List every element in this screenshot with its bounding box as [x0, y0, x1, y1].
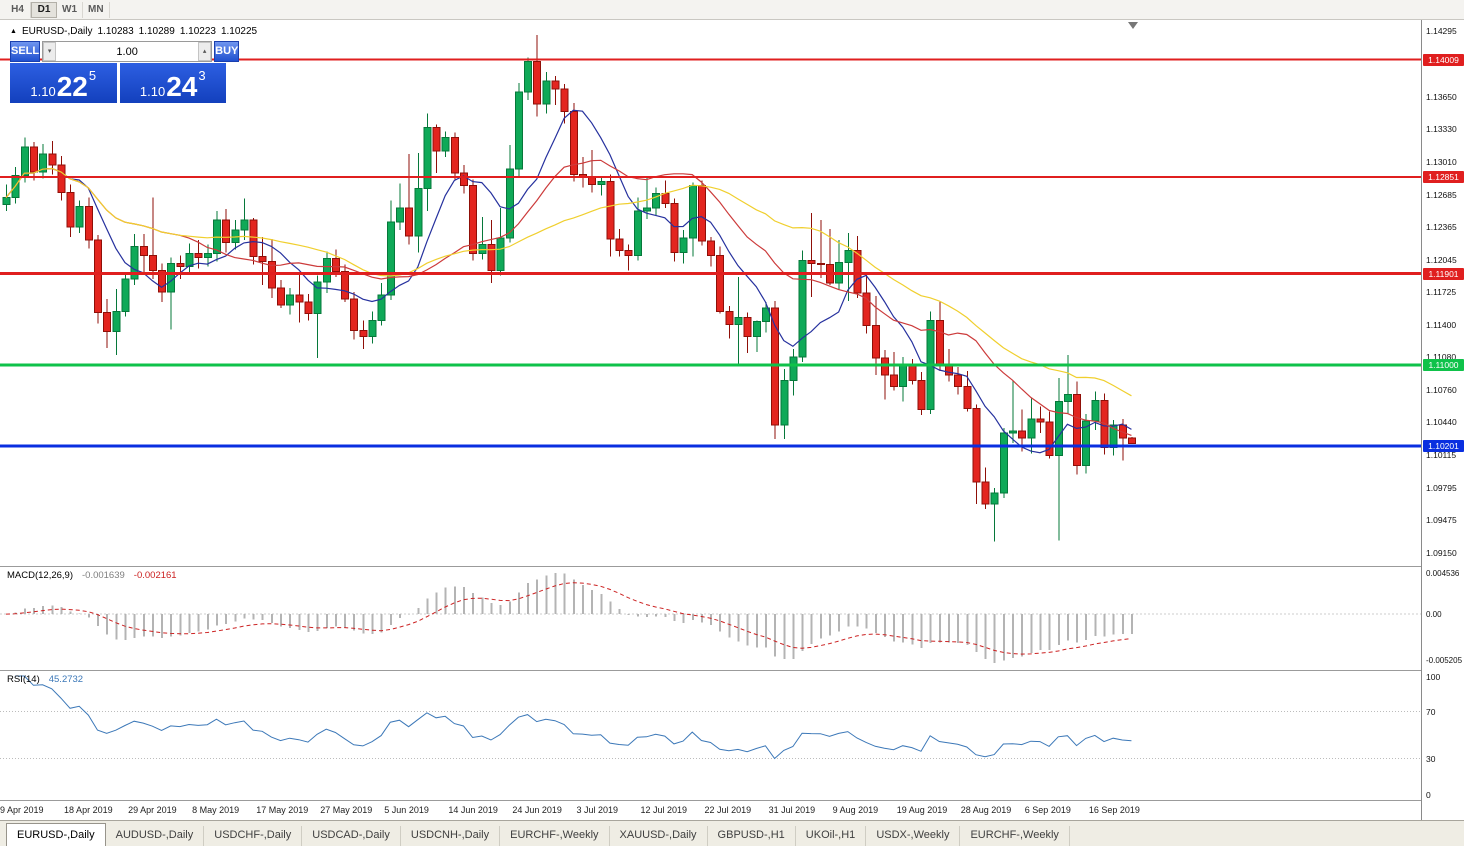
sell-button[interactable]: SELL — [10, 41, 41, 62]
collapse-trading-panel-icon[interactable]: ▲ — [10, 27, 17, 35]
rsi-axis-label: 70 — [1426, 706, 1436, 717]
chart-tab-usdchf-daily[interactable]: USDCHF-,Daily — [204, 826, 303, 846]
chart-tab-usdcad-daily[interactable]: USDCAD-,Daily — [302, 826, 401, 846]
chart-tab-eurchf-weekly[interactable]: EURCHF-,Weekly — [960, 826, 1070, 846]
date-axis-label: 3 Jul 2019 — [576, 805, 618, 815]
price-axis-label: 1.12365 — [1426, 222, 1457, 233]
volume-increase-button[interactable]: ▴ — [198, 42, 212, 61]
sell-price-sup: 5 — [88, 68, 97, 83]
volume-control: ▾ ▴ — [42, 41, 213, 62]
macd-axis-label: 0.00 — [1426, 610, 1442, 620]
price-axis-label: 1.13650 — [1426, 91, 1457, 102]
macd-indicator-label: MACD(12,26,9) -0.001639 -0.002161 — [7, 570, 177, 581]
chart-ohlc-title: ▲ EURUSD-,Daily 1.10283 1.10289 1.10223 … — [10, 26, 257, 37]
price-axis-label: 1.13010 — [1426, 156, 1457, 167]
price-axis-label: 1.09475 — [1426, 515, 1457, 526]
ohlc-close: 1.10225 — [220, 26, 258, 37]
price-axis-label: 1.14295 — [1426, 26, 1457, 37]
date-axis-label: 8 May 2019 — [192, 805, 240, 815]
chart-tab-usdx-weekly[interactable]: USDX-,Weekly — [866, 826, 961, 846]
price-axis-label: 1.11725 — [1426, 286, 1457, 297]
buy-price-prefix: 1.10 — [139, 84, 166, 100]
rsi-indicator-label: RSI(14) 45.2732 — [7, 674, 83, 685]
ohlc-low: 1.10223 — [179, 26, 216, 37]
timeframe-button-mn[interactable]: MN — [83, 1, 110, 18]
macd-axis-label: -0.005205 — [1426, 656, 1463, 665]
buy-price-sup: 3 — [198, 68, 206, 83]
price-axis-label: 1.13330 — [1426, 124, 1457, 135]
one-click-trading-panel: SELL ▾ ▴ BUY 1.10 22 5 1.10 24 3 — [10, 41, 240, 103]
date-axis-label: 9 Aug 2019 — [832, 805, 879, 815]
date-axis-label: 14 Jun 2019 — [448, 805, 498, 815]
chart-tab-eurchf-weekly[interactable]: EURCHF-,Weekly — [500, 826, 610, 846]
price-level-badge: 1.12851 — [1423, 171, 1464, 184]
rsi-axis-label: 100 — [1426, 671, 1441, 682]
rsi-panel-canvas[interactable] — [0, 670, 1421, 800]
price-axis-label: 1.10760 — [1426, 384, 1457, 395]
price-axis-label: 1.10115 — [1426, 450, 1457, 461]
date-axis-label: 19 Aug 2019 — [896, 805, 948, 815]
buy-price-big: 24 — [166, 71, 198, 103]
sell-price-box[interactable]: 1.10 22 5 — [10, 63, 117, 103]
sell-price-prefix: 1.10 — [30, 84, 56, 100]
ohlc-high: 1.10289 — [138, 26, 175, 37]
date-axis-label: 17 May 2019 — [256, 805, 309, 815]
price-level-badge: 1.11901 — [1423, 267, 1464, 280]
date-axis-label: 31 Jul 2019 — [768, 805, 816, 815]
chart-tab-audusd-daily[interactable]: AUDUSD-,Daily — [106, 826, 205, 846]
volume-decrease-button[interactable]: ▾ — [43, 42, 57, 61]
ohlc-open: 1.10283 — [97, 26, 134, 37]
buy-button[interactable]: BUY — [214, 41, 240, 62]
price-level-badge: 1.11000 — [1423, 359, 1464, 372]
price-axis-label: 1.10440 — [1426, 417, 1457, 428]
timeframe-button-h4[interactable]: H4 — [5, 1, 31, 18]
chart-tab-ukoil-h1[interactable]: UKOil-,H1 — [796, 826, 867, 846]
sell-price-big: 22 — [56, 71, 88, 103]
chart-tab-gbpusd-h1[interactable]: GBPUSD-,H1 — [708, 826, 796, 846]
date-axis-label: 24 Jun 2019 — [512, 805, 562, 815]
price-level-badge: 1.14009 — [1423, 53, 1464, 66]
timeframe-toolbar: H4 D1 W1 MN — [0, 0, 1464, 20]
timeframe-button-d1[interactable]: D1 — [31, 1, 57, 18]
time-axis[interactable]: 9 Apr 2019 18 Apr 2019 29 Apr 2019 8 May 20… — [0, 800, 1421, 820]
macd-axis-label: 0.004536 — [1426, 569, 1460, 578]
date-axis-label: 9 Apr 2019 — [0, 805, 44, 815]
chart-window: ▲ EURUSD-,Daily 1.10283 1.10289 1.10223 … — [0, 20, 1464, 820]
price-axis-label: 1.12045 — [1426, 254, 1457, 265]
date-axis-label: 28 Aug 2019 — [960, 805, 1012, 815]
price-axis-label: 1.11400 — [1426, 319, 1457, 330]
chart-tab-eurusd-daily[interactable]: EURUSD-,Daily — [6, 823, 106, 846]
rsi-name: RSI(14) — [7, 674, 40, 685]
chart-tabs-bar: EURUSD-,Daily AUDUSD-,Daily USDCHF-,Daily U… — [0, 820, 1464, 846]
macd-main-value: -0.001639 — [82, 570, 125, 581]
price-axis-label: 1.09150 — [1426, 548, 1457, 559]
rsi-axis-label: 0 — [1426, 789, 1431, 800]
chart-tab-xauusd-daily[interactable]: XAUUSD-,Daily — [610, 826, 708, 846]
price-axis[interactable]: 1.14295 1.13650 1.13330 1.13010 1.12685 1.123… — [1421, 20, 1464, 820]
price-level-badge: 1.10201 — [1423, 440, 1464, 453]
chart-shift-marker-icon[interactable] — [1128, 22, 1138, 29]
macd-signal-value: -0.002161 — [133, 570, 177, 581]
buy-price-box[interactable]: 1.10 24 3 — [119, 63, 226, 103]
chart-tab-usdcnh-daily[interactable]: USDCNH-,Daily — [401, 826, 501, 846]
date-axis-label: 5 Jun 2019 — [384, 805, 429, 815]
date-axis-label: 29 Apr 2019 — [128, 805, 177, 815]
macd-name: MACD(12,26,9) — [7, 570, 73, 581]
date-axis-label: 22 Jul 2019 — [704, 805, 752, 815]
date-axis-label: 6 Sep 2019 — [1024, 805, 1071, 815]
price-axis-label: 1.09795 — [1426, 482, 1457, 493]
rsi-value: 45.2732 — [48, 674, 84, 685]
date-axis-label: 12 Jul 2019 — [640, 805, 688, 815]
date-axis-label: 18 Apr 2019 — [64, 805, 113, 815]
macd-panel-canvas[interactable] — [0, 566, 1421, 670]
rsi-axis-label: 30 — [1426, 754, 1436, 765]
price-axis-label: 1.12685 — [1426, 189, 1457, 200]
symbol-period-label: EURUSD-,Daily — [21, 26, 93, 37]
volume-input[interactable] — [56, 42, 199, 61]
date-axis-label: 27 May 2019 — [320, 805, 373, 815]
timeframe-button-w1[interactable]: W1 — [57, 1, 83, 18]
price-axis-label: 1.11080 — [1426, 352, 1457, 363]
price-chart-canvas[interactable] — [0, 20, 1421, 566]
date-axis-label: 16 Sep 2019 — [1088, 805, 1140, 815]
